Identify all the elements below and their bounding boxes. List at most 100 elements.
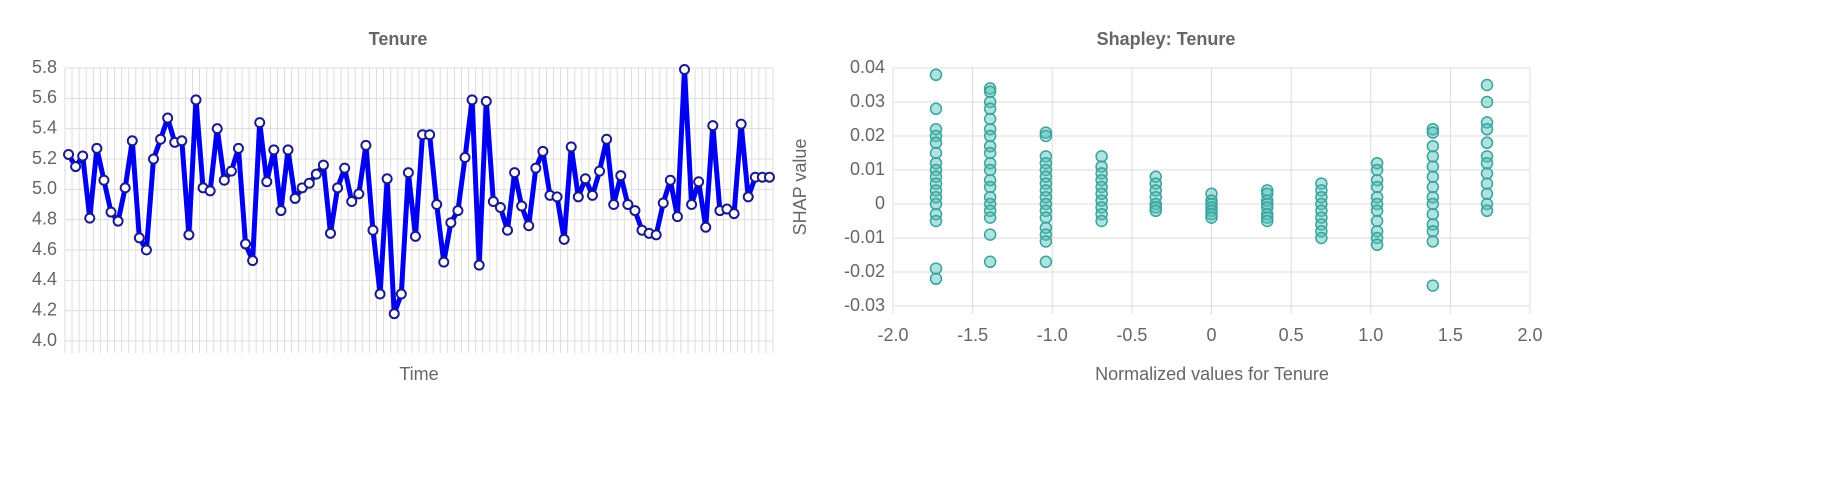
point — [601, 133, 613, 145]
point — [367, 224, 379, 236]
y-tick-label: -0.01 — [844, 227, 885, 247]
x-tick-label: -1.0 — [1037, 325, 1068, 345]
y-axis-label: SHAP value — [790, 139, 810, 236]
point — [148, 153, 159, 165]
point — [1370, 214, 1384, 228]
point — [155, 133, 167, 145]
point — [594, 165, 606, 177]
point — [325, 227, 336, 239]
y-tick-label: 4.0 — [32, 330, 57, 350]
point — [254, 117, 266, 129]
x-axis-label: Time — [399, 364, 438, 384]
y-tick-label: 5.8 — [32, 57, 57, 77]
point — [693, 176, 705, 188]
point — [929, 214, 943, 228]
point — [374, 288, 386, 300]
point — [303, 177, 315, 189]
point — [1426, 126, 1440, 139]
x-tick-label: -1.5 — [957, 325, 988, 345]
point — [929, 197, 943, 211]
point — [268, 144, 280, 156]
point — [1426, 197, 1440, 211]
point — [247, 255, 259, 267]
x-tick-label: 0 — [1206, 325, 1216, 345]
point — [353, 188, 365, 200]
point — [579, 173, 591, 185]
point — [98, 174, 110, 186]
point — [502, 224, 513, 236]
point — [1370, 180, 1384, 194]
point — [1426, 235, 1440, 248]
point — [686, 199, 698, 210]
point — [983, 211, 997, 224]
point — [1480, 156, 1494, 170]
point — [1480, 167, 1494, 180]
point — [204, 185, 216, 197]
x-tick-label: 2.0 — [1517, 325, 1542, 345]
point — [728, 208, 740, 220]
point — [381, 173, 393, 185]
point — [445, 217, 457, 229]
point — [395, 288, 407, 300]
point — [983, 102, 997, 116]
point — [657, 197, 669, 209]
y-tick-label: 4.4 — [32, 269, 57, 289]
point — [218, 174, 230, 186]
point — [360, 139, 372, 151]
point — [63, 148, 75, 160]
point — [466, 94, 478, 106]
point — [402, 167, 414, 179]
point — [530, 162, 542, 174]
point — [1426, 160, 1440, 173]
point — [983, 112, 997, 126]
point — [929, 272, 943, 286]
point — [225, 165, 237, 177]
point — [84, 212, 96, 224]
point — [929, 136, 943, 150]
point — [1480, 177, 1494, 190]
point — [346, 195, 358, 207]
y-tick-label: -0.03 — [844, 295, 885, 315]
point — [700, 221, 712, 233]
point — [240, 238, 252, 250]
point — [1205, 207, 1218, 221]
x-tick-label: -0.5 — [1116, 325, 1147, 345]
point — [388, 308, 400, 320]
point — [1426, 122, 1440, 136]
point — [983, 163, 997, 177]
point — [310, 168, 322, 180]
point — [558, 233, 570, 245]
point — [1370, 204, 1384, 218]
point — [1426, 224, 1440, 238]
point — [1426, 207, 1440, 221]
point — [452, 205, 464, 217]
point — [650, 229, 662, 241]
point — [1480, 78, 1494, 92]
point — [332, 182, 344, 194]
point — [459, 151, 471, 163]
point — [133, 232, 145, 244]
point — [126, 135, 138, 147]
point — [983, 255, 997, 269]
y-tick-label: 5.4 — [32, 117, 57, 137]
point — [1370, 163, 1384, 177]
point — [983, 82, 997, 95]
point — [140, 244, 152, 256]
point — [282, 144, 294, 156]
point — [983, 129, 997, 143]
point — [1039, 126, 1053, 139]
point — [983, 228, 997, 241]
chart-title: Tenure — [369, 29, 428, 49]
point — [1149, 201, 1163, 214]
y-tick-label: 5.0 — [32, 178, 57, 198]
point — [339, 162, 351, 174]
point — [275, 205, 287, 217]
point — [523, 220, 535, 232]
point — [431, 199, 443, 210]
point — [1315, 231, 1328, 245]
point — [424, 129, 436, 141]
point — [211, 123, 223, 135]
point — [183, 229, 195, 241]
point — [1426, 170, 1440, 184]
